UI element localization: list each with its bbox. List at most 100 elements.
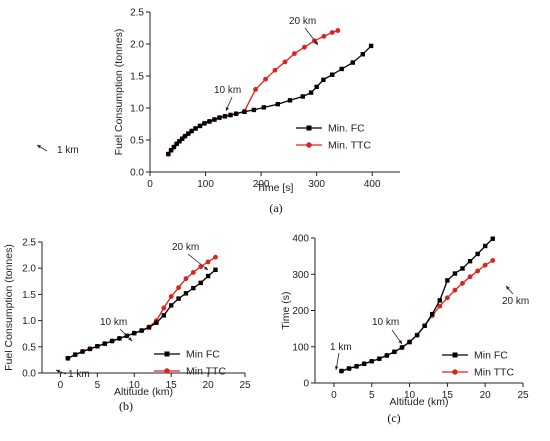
legend-marker xyxy=(164,351,170,357)
data-point xyxy=(177,139,182,144)
data-point xyxy=(154,320,159,325)
x-tick-label: 0 xyxy=(58,380,64,391)
data-point xyxy=(308,90,314,95)
data-point xyxy=(422,323,427,328)
data-point xyxy=(460,280,465,286)
data-point xyxy=(233,111,239,116)
data-point xyxy=(95,344,100,349)
data-point xyxy=(197,123,203,129)
x-tick-label: 0 xyxy=(147,179,153,190)
data-point xyxy=(482,243,488,249)
data-point xyxy=(377,356,382,361)
data-point xyxy=(228,112,233,118)
data-point xyxy=(292,51,297,56)
annotation-arrowhead xyxy=(506,286,510,290)
data-point xyxy=(102,341,107,346)
data-point xyxy=(300,94,305,99)
annotation-label: 10 km xyxy=(214,85,241,96)
data-point xyxy=(369,359,374,364)
y-tick-label: 0.5 xyxy=(130,136,144,147)
annotation-arrow xyxy=(187,253,209,271)
data-point xyxy=(190,269,196,275)
data-point xyxy=(407,339,412,345)
data-point xyxy=(452,271,458,276)
data-point xyxy=(430,311,435,317)
chart-panel-3: 0 5 10 15 20 25 0 100 200 300 400 Altitude (km) Time… xyxy=(280,234,529,426)
data-point xyxy=(117,336,122,341)
x-tick-label: 25 xyxy=(517,390,529,401)
series-line-min-fc xyxy=(341,238,494,372)
data-point xyxy=(467,259,473,264)
data-point xyxy=(207,119,212,124)
y-tick-label: 1.5 xyxy=(130,72,144,83)
data-point xyxy=(302,44,307,50)
data-point xyxy=(161,305,167,311)
y-tick-label: 0.0 xyxy=(130,168,144,179)
annotation-arrowhead xyxy=(37,145,41,149)
data-point xyxy=(452,287,458,293)
x-axis-title: Altitude (km) xyxy=(114,386,173,398)
data-point xyxy=(261,105,267,110)
x-tick-label: 20 xyxy=(480,390,492,401)
data-point xyxy=(182,133,188,139)
annotation-arrowhead xyxy=(398,340,402,344)
data-point xyxy=(168,148,174,153)
data-point xyxy=(346,366,352,371)
data-point xyxy=(350,60,355,65)
y-tick-label: 2.0 xyxy=(130,40,144,51)
data-point xyxy=(176,285,181,290)
annotation-arrowhead xyxy=(128,337,132,341)
x-tick-label: 0 xyxy=(331,390,337,401)
data-point xyxy=(205,273,211,279)
x-tick-label: 5 xyxy=(95,380,101,391)
data-point xyxy=(213,267,218,272)
annotation-label: 20 km xyxy=(172,242,199,253)
data-point xyxy=(490,258,496,263)
data-point xyxy=(275,101,280,107)
data-point xyxy=(475,251,480,257)
data-point xyxy=(161,313,166,318)
y-tick-label: 1.5 xyxy=(22,290,36,301)
data-point xyxy=(205,259,211,265)
data-point xyxy=(392,349,397,355)
data-point xyxy=(242,109,247,115)
y-tick-label: 0.0 xyxy=(22,369,36,380)
data-point xyxy=(212,117,217,122)
annotation-arrowhead xyxy=(334,366,339,370)
x-tick-label: 25 xyxy=(239,380,251,391)
data-point xyxy=(460,266,465,271)
legend-marker xyxy=(452,369,458,375)
data-point xyxy=(171,144,177,150)
legend-marker xyxy=(306,125,312,131)
data-point xyxy=(253,87,258,92)
panel-label: (b) xyxy=(119,399,133,413)
data-point xyxy=(444,295,450,301)
data-point xyxy=(272,67,278,73)
panel-label: (a) xyxy=(269,201,282,215)
y-tick-label: 0.5 xyxy=(22,342,36,353)
y-tick-label: 2.5 xyxy=(130,8,144,19)
y-tick-label: 2.0 xyxy=(22,264,36,275)
legend-label: Min. TTC xyxy=(328,140,371,152)
x-tick-label: 10 xyxy=(129,380,141,391)
data-point xyxy=(437,298,442,303)
data-point xyxy=(321,77,326,83)
data-point xyxy=(202,121,207,126)
data-point xyxy=(321,33,327,39)
y-axis-title: Time (s) xyxy=(280,291,292,329)
legend-marker xyxy=(452,352,458,358)
data-point xyxy=(217,115,222,120)
data-point xyxy=(339,66,344,72)
legend-label: Min TTC xyxy=(474,367,514,379)
y-tick-label: 1.0 xyxy=(22,316,36,327)
panel-label: (c) xyxy=(387,411,400,425)
data-point xyxy=(132,330,137,336)
data-point xyxy=(73,352,78,357)
data-point xyxy=(183,291,189,296)
data-point xyxy=(198,264,204,270)
data-point xyxy=(168,303,174,308)
data-point xyxy=(354,364,359,369)
legend-label: Min FC xyxy=(186,349,220,361)
x-tick-label: 10 xyxy=(404,390,416,401)
data-point xyxy=(87,346,93,352)
